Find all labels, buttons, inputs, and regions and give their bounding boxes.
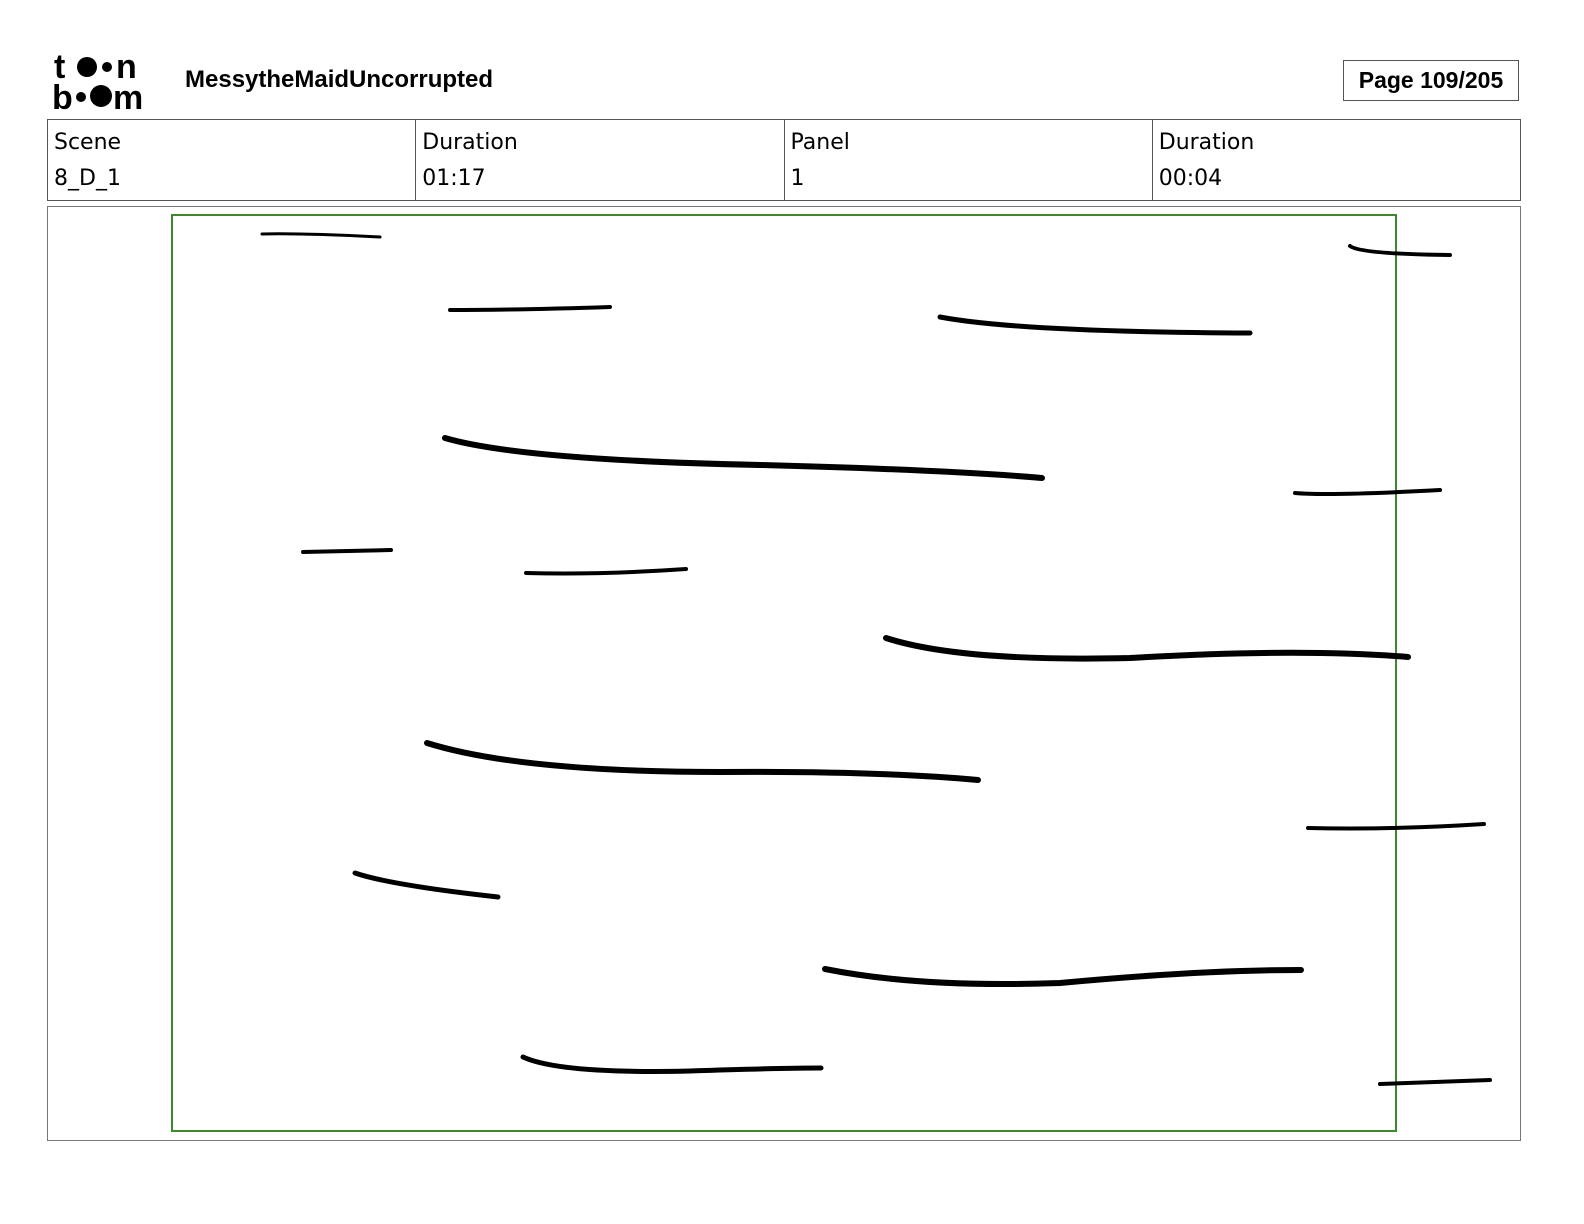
scene-value: 8_D_1 [54, 166, 121, 191]
scene-duration-value: 01:17 [422, 166, 486, 191]
svg-text:n: n [116, 50, 137, 86]
ink-stroke [424, 740, 981, 783]
ink-stroke [937, 314, 1253, 336]
scene-label: Scene [54, 130, 122, 155]
ink-stroke [1348, 244, 1452, 257]
panel-frame [47, 206, 1521, 1141]
ink-stroke [448, 305, 612, 312]
ink-stroke [883, 635, 1411, 662]
panel-info-table: Scene 8_D_1 Duration 01:17 Panel 1 Durat… [47, 119, 1521, 201]
svg-text:b: b [52, 79, 73, 112]
page-number: Page 109/205 [1343, 60, 1519, 101]
panel-duration-label: Duration [1158, 130, 1255, 155]
ink-stroke [1378, 1078, 1492, 1086]
svg-text:m: m [113, 79, 143, 112]
ink-stroke [1306, 822, 1486, 831]
ink-stroke [524, 567, 688, 576]
panel-duration-cell: Duration 00:04 [1153, 120, 1520, 200]
ink-stroke [520, 1054, 824, 1074]
panel-duration-value: 00:04 [1158, 166, 1223, 191]
ink-stroke [1293, 488, 1442, 496]
toon-boom-logo: t n b m [52, 50, 143, 112]
project-title: MessytheMaidUncorrupted [185, 66, 494, 93]
scene-cell: Scene 8_D_1 [48, 120, 417, 200]
panel-cell: Panel 1 [785, 120, 1153, 200]
scene-duration-label: Duration [422, 130, 518, 155]
panel-value: 1 [790, 166, 805, 191]
ink-stroke [260, 232, 382, 239]
scene-duration-cell: Duration 01:17 [416, 120, 785, 200]
ink-stroke [352, 870, 501, 900]
panel-label: Panel [790, 130, 850, 155]
ink-stroke [301, 548, 393, 554]
svg-text:t: t [54, 50, 65, 86]
camera-safe-frame [171, 214, 1397, 1132]
ink-stroke [442, 435, 1045, 481]
ink-stroke [822, 966, 1304, 988]
